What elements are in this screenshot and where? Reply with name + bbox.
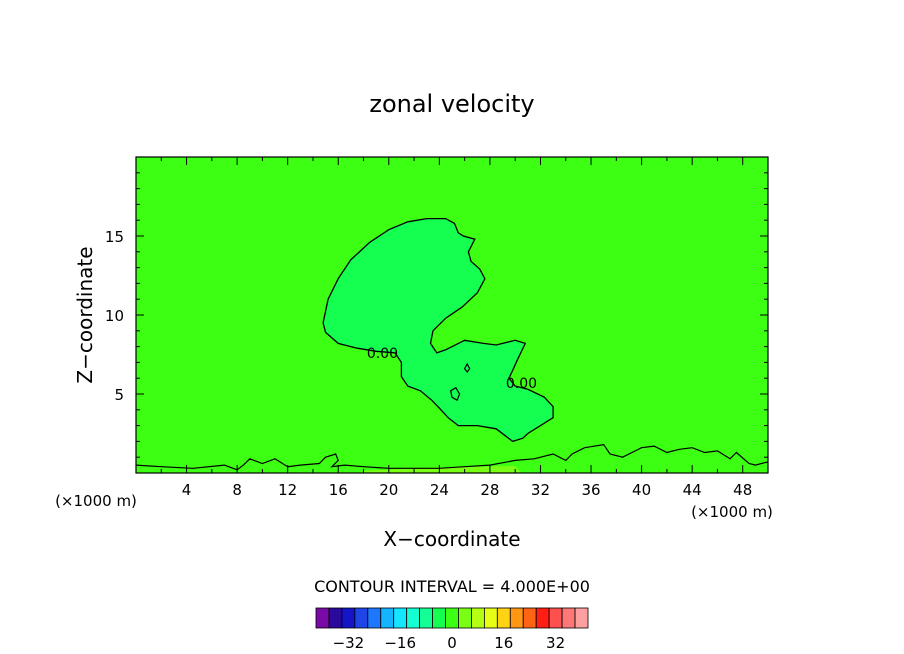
colorbar-swatch xyxy=(458,607,472,629)
colorbar-swatch xyxy=(471,607,485,629)
small-contour xyxy=(463,362,471,373)
colorbar-swatch xyxy=(483,607,498,629)
axis-ticks xyxy=(136,157,768,473)
contour-label: 0.00 xyxy=(506,376,537,392)
surface-band xyxy=(363,465,522,473)
x-tick-label: 8 xyxy=(232,481,242,499)
colorbar-swatch xyxy=(380,607,395,629)
x-tick-label: 44 xyxy=(683,481,702,499)
colorbar xyxy=(315,607,589,629)
colorbar-swatch xyxy=(509,607,524,629)
colorbar-swatch xyxy=(496,607,511,629)
colorbar-swatch xyxy=(341,607,356,629)
surface-contour xyxy=(135,443,769,471)
plot-area: 0.00 0.00 xyxy=(135,156,769,474)
x-tick-label: 16 xyxy=(329,481,348,499)
colorbar-labels: −32 −16 0 16 32 xyxy=(333,634,566,652)
colorbar-swatch xyxy=(535,607,550,629)
colorbar-swatch xyxy=(548,607,563,629)
x-tick-label: 24 xyxy=(430,481,449,499)
x-tick-label: 4 xyxy=(182,481,192,499)
colorbar-label: −32 xyxy=(333,634,365,652)
colorbar-swatch xyxy=(354,607,369,629)
field-background xyxy=(136,157,768,473)
y-tick-label: 5 xyxy=(114,386,124,404)
x-tick-label: 48 xyxy=(733,481,752,499)
small-contour xyxy=(450,386,461,402)
x-tick-labels: 4 8 12 16 20 24 28 32 36 40 44 48 xyxy=(182,481,752,499)
colorbar-swatch xyxy=(522,607,537,629)
x-tick-label: 12 xyxy=(278,481,297,499)
colorbar-swatch xyxy=(367,607,382,629)
x-axis-label: X−coordinate xyxy=(383,527,520,551)
x-tick-label: 20 xyxy=(379,481,398,499)
x-tick-label: 36 xyxy=(581,481,600,499)
colorbar-swatch xyxy=(574,607,589,629)
contour-label: 0.00 xyxy=(367,346,398,362)
colorbar-label: 16 xyxy=(494,634,513,652)
y-unit-label: (×1000 m) xyxy=(55,492,137,510)
colorbar-swatch xyxy=(445,607,459,629)
zero-contour xyxy=(322,217,554,443)
colorbar-swatch xyxy=(432,607,446,629)
colorbar-label: 0 xyxy=(447,634,457,652)
x-unit-label: (×1000 m) xyxy=(691,503,773,521)
colorbar-swatch xyxy=(419,607,433,629)
y-axis-label: Z−coordinate xyxy=(73,246,97,383)
colorbar-swatch xyxy=(561,607,576,629)
colorbar-swatch xyxy=(328,607,343,629)
contour-labels: 0.00 0.00 xyxy=(367,346,537,392)
small-contours xyxy=(450,362,471,402)
contour-interval-text: CONTOUR INTERVAL = 4.000E+00 xyxy=(314,577,590,596)
y-tick-labels: 5 10 15 xyxy=(105,228,124,404)
contour-region-0 xyxy=(323,218,554,442)
colorbar-swatch xyxy=(315,607,330,629)
chart-title: zonal velocity xyxy=(369,90,534,118)
x-tick-label: 40 xyxy=(632,481,651,499)
colorbar-label: 32 xyxy=(546,634,565,652)
colorbar-label: −16 xyxy=(384,634,416,652)
colorbar-swatch xyxy=(393,607,408,629)
y-tick-label: 10 xyxy=(105,307,124,325)
x-tick-label: 28 xyxy=(480,481,499,499)
colorbar-swatch xyxy=(406,607,421,629)
x-tick-label: 32 xyxy=(531,481,550,499)
y-tick-label: 15 xyxy=(105,228,124,246)
